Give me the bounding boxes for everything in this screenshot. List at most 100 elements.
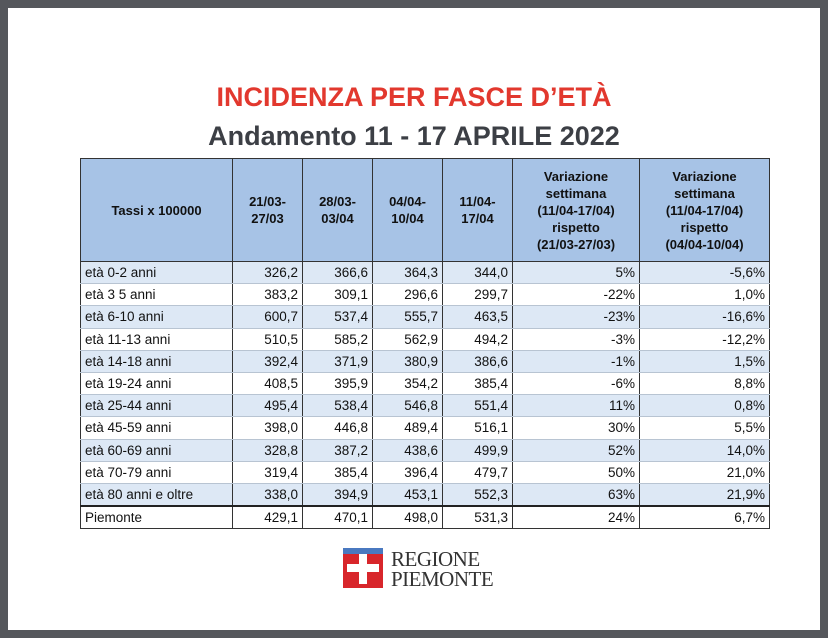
header-line: Variazione (543, 168, 609, 184)
table-cell: 366,6 (302, 261, 373, 285)
logo-line: PIEMONTE (391, 567, 494, 591)
table-cell: età 70-79 anni (80, 461, 233, 484)
table-cell: 50% (512, 461, 640, 484)
table-cell: 0,8% (639, 394, 770, 418)
subtitle: Andamento 11 - 17 APRILE 2022 (208, 121, 620, 151)
table-cell: 14,0% (639, 439, 770, 462)
table-cell: 531,3 (442, 505, 513, 530)
table-cell: 8,8% (639, 372, 770, 396)
header-line: (04/04-10/04) (665, 236, 744, 252)
table-cell: età 0-2 anni (80, 261, 233, 285)
table-row: età 14-18 anni 392,4 371,9 380,9 386,6 -1% 1,5… (80, 350, 770, 373)
column-header: Variazione settimana (11/04-17/04) rispetto… (512, 158, 640, 262)
table-cell: 364,3 (372, 261, 443, 285)
table-cell: 516,1 (442, 416, 513, 440)
column-header: 21/03- 27/03 (232, 158, 303, 262)
table: Tassi x 100000 21/03- 27/03 28/03- 03/04 04/0… (80, 158, 770, 530)
header-line: Variazione (672, 168, 737, 184)
table-cell: 63% (512, 483, 640, 507)
header-line: 27/03 (251, 211, 284, 226)
table-row: età 3 5 anni 383,2 309,1 296,6 299,7 -22% 1,0% (80, 283, 770, 307)
column-header: 04/04- 10/04 (372, 158, 443, 262)
header-line: settimana (545, 185, 607, 201)
header-line: rispetto (552, 219, 600, 235)
table-cell: 319,4 (232, 461, 303, 484)
logo-line: REGIONE (391, 547, 480, 571)
table-cell: età 11-13 anni (80, 328, 233, 351)
table-cell: 498,0 (372, 505, 443, 530)
table-cell: 429,1 (232, 505, 303, 530)
table-cell: 354,2 (372, 372, 443, 396)
table-cell: età 45-59 anni (80, 416, 233, 440)
table-cell: 489,4 (372, 416, 443, 440)
table-cell: 21,9% (639, 483, 770, 507)
table-row: età 19-24 anni 408,5 395,9 354,2 385,4 -6% 8,8… (80, 372, 770, 396)
table-cell: 395,9 (302, 372, 373, 396)
table-cell: 52% (512, 439, 640, 462)
table-cell: Piemonte (80, 505, 233, 530)
table-cell: 5,5% (639, 416, 770, 440)
header-line: 28/03- (319, 194, 356, 209)
column-header: 11/04- 17/04 (442, 158, 513, 262)
table-cell: età 3 5 anni (80, 283, 233, 307)
table-cell: 552,3 (442, 483, 513, 507)
table-cell: 338,0 (232, 483, 303, 507)
table-cell: 309,1 (302, 283, 373, 307)
table-cell: 446,8 (302, 416, 373, 440)
table-cell: -23% (512, 305, 640, 329)
table-cell: 5% (512, 261, 640, 285)
table-cell: 551,4 (442, 394, 513, 418)
table-cell: età 25-44 anni (80, 394, 233, 418)
header-line: settimana (674, 185, 735, 201)
table-cell: 380,9 (372, 350, 443, 373)
header-line: 11/04- (459, 194, 496, 209)
table-cell: età 60-69 anni (80, 439, 233, 462)
logo-icon (343, 548, 383, 588)
column-header: Variazione settimana (11/04-17/04) rispetto… (639, 158, 770, 262)
table-row: Piemonte 429,1 470,1 498,0 531,3 24% 6,7% (80, 505, 770, 530)
table-cell: -22% (512, 283, 640, 307)
table-cell: -1% (512, 350, 640, 373)
table-cell: -6% (512, 372, 640, 396)
table-cell: 510,5 (232, 328, 303, 351)
table-cell: 494,2 (442, 328, 513, 351)
table-cell: 463,5 (442, 305, 513, 329)
table-cell: età 14-18 anni (80, 350, 233, 373)
table-cell: 344,0 (442, 261, 513, 285)
table-cell: 479,7 (442, 461, 513, 484)
table-row: età 80 anni e oltre 338,0 394,9 453,1 552,3 6… (80, 483, 770, 507)
table-cell: 30% (512, 416, 640, 440)
header-line: 10/04 (391, 211, 424, 226)
table-row: età 6-10 anni 600,7 537,4 555,7 463,5 -23% -16… (80, 305, 770, 329)
table-cell: 326,2 (232, 261, 303, 285)
table-cell: 396,4 (372, 461, 443, 484)
table-cell: 11% (512, 394, 640, 418)
header-line: 04/04- (389, 194, 426, 209)
table-cell: 555,7 (372, 305, 443, 329)
table-cell: 299,7 (442, 283, 513, 307)
table-cell: 546,8 (372, 394, 443, 418)
table-cell: 385,4 (302, 461, 373, 484)
table-cell: 470,1 (302, 505, 373, 530)
table-row: età 60-69 anni 328,8 387,2 438,6 499,9 52% 14,… (80, 439, 770, 462)
table-cell: 24% (512, 505, 640, 530)
table-cell: -5,6% (639, 261, 770, 285)
table-cell: 383,2 (232, 283, 303, 307)
column-header: Tassi x 100000 (80, 158, 233, 262)
table-cell: 453,1 (372, 483, 443, 507)
table-cell: 394,9 (302, 483, 373, 507)
table-cell: 585,2 (302, 328, 373, 351)
table-cell: 499,9 (442, 439, 513, 462)
table-cell: 371,9 (302, 350, 373, 373)
header-line: (11/04-17/04) (665, 202, 744, 218)
table-cell: 538,4 (302, 394, 373, 418)
table-cell: 438,6 (372, 439, 443, 462)
table-cell: età 6-10 anni (80, 305, 233, 329)
table-cell: 6,7% (639, 505, 770, 530)
header-line: 03/04 (321, 211, 354, 226)
table-cell: 1,0% (639, 283, 770, 307)
table-cell: 296,6 (372, 283, 443, 307)
table-cell: -16,6% (639, 305, 770, 329)
table-cell: 386,6 (442, 350, 513, 373)
